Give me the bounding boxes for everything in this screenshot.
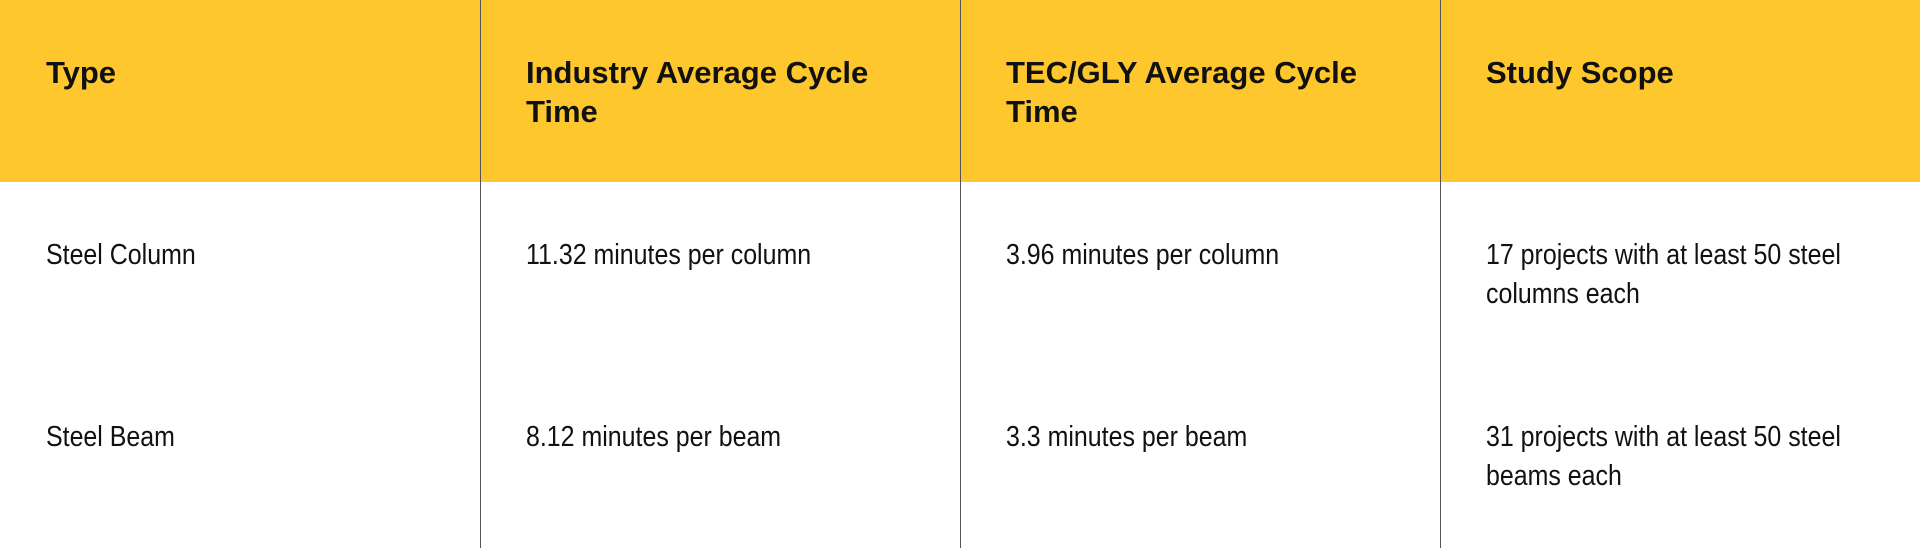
column-divider: [960, 0, 961, 548]
header-cell: Type: [46, 55, 117, 90]
header-cell: Industry Average Cycle Time: [526, 55, 869, 129]
table-cell: 17 projects with at least 50 steel colum…: [1486, 239, 1841, 310]
table-cell: 8.12 minutes per beam: [526, 421, 782, 453]
table-cell: 11.32 minutes per column: [526, 239, 812, 271]
table-cell: Steel Column: [46, 239, 196, 271]
header-cell: TEC/GLY Average Cycle Time: [1006, 55, 1357, 129]
column-divider: [480, 0, 481, 548]
table-cell: 3.96 minutes per column: [1006, 239, 1280, 271]
table-cell: Steel Beam: [46, 421, 175, 453]
column-divider: [1440, 0, 1441, 548]
header-cell: Study Scope: [1486, 55, 1674, 90]
table-cell: 3.3 minutes per beam: [1006, 421, 1248, 453]
table-cell: 31 projects with at least 50 steel beams…: [1486, 421, 1841, 492]
